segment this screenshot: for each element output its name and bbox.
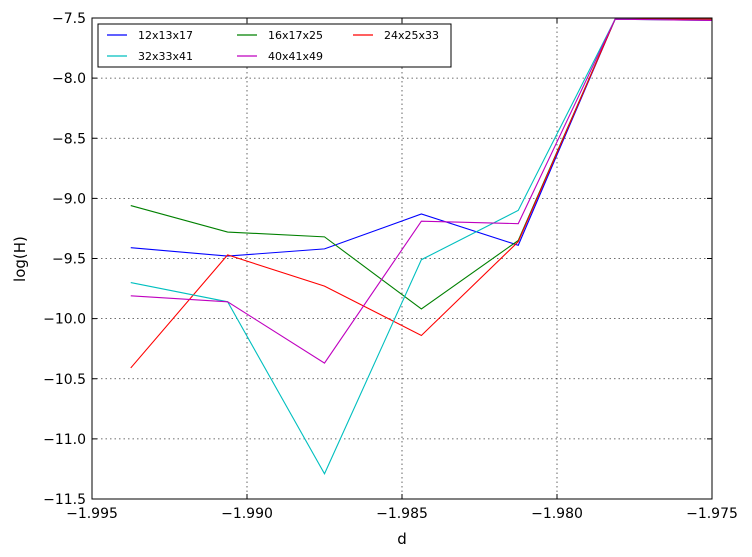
y-tick-label: −10.0 (43, 312, 86, 328)
y-tick-label: −8.5 (52, 131, 86, 147)
grid-lines (92, 18, 712, 499)
legend-entry-label: 32x33x41 (138, 50, 193, 63)
legend-entry-label: 12x13x17 (138, 29, 193, 42)
legend-entry-label: 16x17x25 (268, 29, 323, 42)
x-tick-label: −1.995 (66, 506, 118, 522)
series-line-40x41x49 (130, 18, 713, 364)
series-layer (130, 18, 713, 475)
x-axis-label: d (397, 530, 407, 548)
y-tick-label: −10.5 (43, 372, 86, 388)
legend: 12x13x17 16x17x25 24x25x33 32x33x41 40x41x49 (97, 23, 452, 68)
y-tick-label: −11.0 (43, 432, 86, 448)
y-tick-label: −7.5 (52, 11, 86, 27)
y-tick-label: −8.0 (52, 71, 86, 87)
y-tick-label: −9.0 (52, 191, 86, 207)
y-tick-label: −9.5 (52, 252, 86, 268)
legend-entry-label: 24x25x33 (384, 29, 439, 42)
x-tick-label: −1.990 (221, 506, 273, 522)
y-axis-label: log(H) (11, 236, 29, 282)
legend-box (97, 23, 452, 68)
x-tick-label: −1.975 (686, 506, 738, 522)
x-tick-label: −1.980 (531, 506, 583, 522)
x-tick-label: −1.985 (376, 506, 428, 522)
y-tick-label: −11.5 (43, 492, 86, 508)
axis-ticks: −1.995 −1.990 −1.985 −1.980 −1.975 −11.5 −11.0… (43, 11, 738, 522)
legend-entry-label: 40x41x49 (268, 50, 323, 63)
